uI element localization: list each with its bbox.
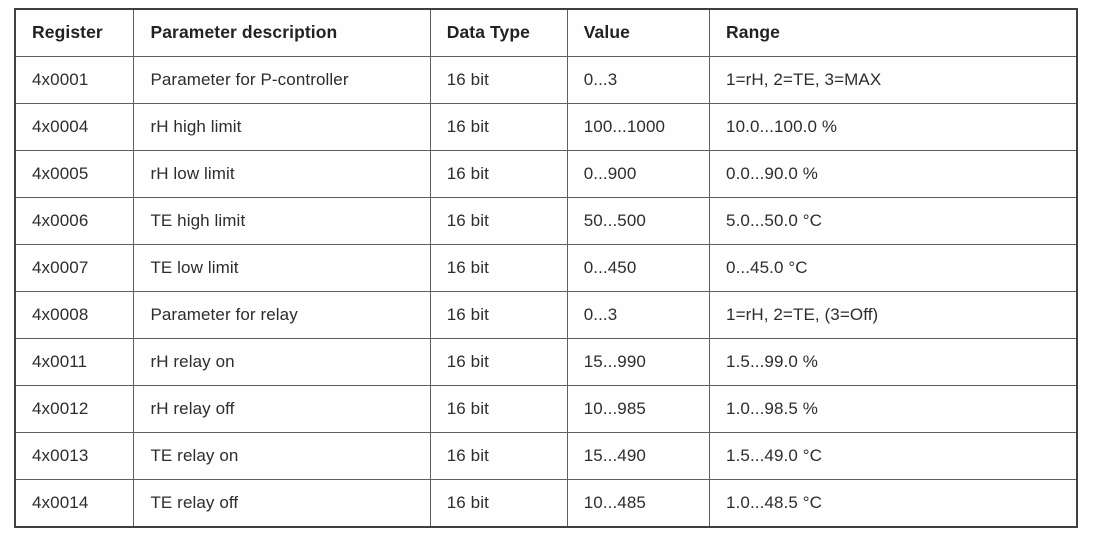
table-row: 4x0006 TE high limit 16 bit 50...500 5.0… bbox=[14, 196, 1078, 245]
cell-range: 5.0...50.0 °C bbox=[709, 196, 1078, 245]
cell-register: 4x0014 bbox=[14, 479, 135, 528]
cell-data-type: 16 bit bbox=[429, 149, 568, 198]
cell-register: 4x0006 bbox=[14, 196, 135, 245]
table-row: 4x0005 rH low limit 16 bit 0...900 0.0..… bbox=[14, 149, 1078, 198]
cell-range: 1.0...98.5 % bbox=[709, 385, 1078, 434]
register-parameter-table: Register Parameter description Data Type… bbox=[14, 8, 1078, 528]
cell-data-type: 16 bit bbox=[429, 196, 568, 245]
cell-value: 10...485 bbox=[566, 479, 711, 528]
cell-data-type: 16 bit bbox=[429, 102, 568, 151]
cell-value: 0...900 bbox=[566, 149, 711, 198]
cell-data-type: 16 bit bbox=[429, 290, 568, 340]
cell-register: 4x0007 bbox=[14, 243, 135, 292]
cell-data-type: 16 bit bbox=[429, 385, 568, 434]
cell-range: 1=rH, 2=TE, (3=Off) bbox=[709, 290, 1078, 340]
cell-register: 4x0012 bbox=[14, 385, 135, 434]
table-row: 4x0007 TE low limit 16 bit 0...450 0...4… bbox=[14, 243, 1078, 292]
cell-value: 100...1000 bbox=[566, 102, 711, 151]
table-row: 4x0013 TE relay on 16 bit 15...490 1.5..… bbox=[14, 432, 1078, 481]
table-row: 4x0001 Parameter for P-controller 16 bit… bbox=[14, 55, 1078, 104]
cell-range: 10.0...100.0 % bbox=[709, 102, 1078, 151]
cell-range: 1.5...49.0 °C bbox=[709, 432, 1078, 481]
cell-description: rH low limit bbox=[133, 149, 431, 198]
cell-register: 4x0004 bbox=[14, 102, 135, 151]
cell-description: TE relay on bbox=[133, 432, 431, 481]
cell-data-type: 16 bit bbox=[429, 479, 568, 528]
cell-value: 10...985 bbox=[566, 385, 711, 434]
cell-range: 1.0...48.5 °C bbox=[709, 479, 1078, 528]
cell-description: Parameter for relay bbox=[133, 290, 431, 340]
cell-description: TE relay off bbox=[133, 479, 431, 528]
cell-register: 4x0011 bbox=[14, 338, 135, 387]
table-row: 4x0011 rH relay on 16 bit 15...990 1.5..… bbox=[14, 338, 1078, 387]
cell-description: rH relay on bbox=[133, 338, 431, 387]
column-header-value: Value bbox=[566, 8, 711, 57]
table-row: 4x0014 TE relay off 16 bit 10...485 1.0.… bbox=[14, 479, 1078, 528]
cell-description: TE low limit bbox=[133, 243, 431, 292]
cell-description: rH high limit bbox=[133, 102, 431, 151]
table-row: 4x0004 rH high limit 16 bit 100...1000 1… bbox=[14, 102, 1078, 151]
cell-value: 0...3 bbox=[566, 55, 711, 104]
cell-data-type: 16 bit bbox=[429, 55, 568, 104]
cell-register: 4x0013 bbox=[14, 432, 135, 481]
table-row: 4x0008 Parameter for relay 16 bit 0...3 … bbox=[14, 290, 1078, 340]
cell-description: TE high limit bbox=[133, 196, 431, 245]
cell-value: 0...3 bbox=[566, 290, 711, 340]
cell-value: 50...500 bbox=[566, 196, 711, 245]
register-parameter-table-container: Register Parameter description Data Type… bbox=[14, 8, 1078, 528]
column-header-register: Register bbox=[14, 8, 135, 57]
table-row: 4x0012 rH relay off 16 bit 10...985 1.0.… bbox=[14, 385, 1078, 434]
cell-register: 4x0005 bbox=[14, 149, 135, 198]
cell-register: 4x0001 bbox=[14, 55, 135, 104]
cell-description: Parameter for P-controller bbox=[133, 55, 431, 104]
cell-range: 1=rH, 2=TE, 3=MAX bbox=[709, 55, 1078, 104]
cell-value: 15...990 bbox=[566, 338, 711, 387]
table-body: 4x0001 Parameter for P-controller 16 bit… bbox=[14, 55, 1078, 528]
cell-register: 4x0008 bbox=[14, 290, 135, 340]
cell-data-type: 16 bit bbox=[429, 432, 568, 481]
cell-description: rH relay off bbox=[133, 385, 431, 434]
cell-value: 0...450 bbox=[566, 243, 711, 292]
cell-value: 15...490 bbox=[566, 432, 711, 481]
cell-range: 0...45.0 °C bbox=[709, 243, 1078, 292]
cell-range: 1.5...99.0 % bbox=[709, 338, 1078, 387]
cell-range: 0.0...90.0 % bbox=[709, 149, 1078, 198]
cell-data-type: 16 bit bbox=[429, 243, 568, 292]
column-header-range: Range bbox=[709, 8, 1078, 57]
header-row: Register Parameter description Data Type… bbox=[14, 8, 1078, 57]
cell-data-type: 16 bit bbox=[429, 338, 568, 387]
column-header-description: Parameter description bbox=[133, 8, 431, 57]
column-header-data-type: Data Type bbox=[429, 8, 568, 57]
